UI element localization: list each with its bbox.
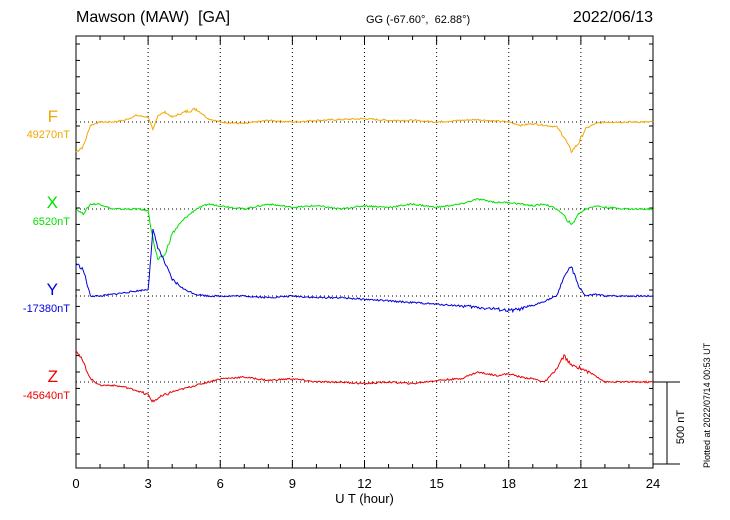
plotted-timestamp: Plotted at 2022/07/14 00:53 UT <box>702 342 712 468</box>
baseline-value-x: 6520nT <box>32 216 70 228</box>
x-tick-label: 12 <box>357 476 371 491</box>
component-label-f: F <box>47 107 58 126</box>
component-label-y: Y <box>46 280 58 299</box>
x-tick-label: 0 <box>72 476 79 491</box>
baseline-value-f: 49270nT <box>26 129 70 141</box>
station-coordinates: GG (-67.60°, 62.88°) <box>366 14 471 26</box>
series-line-x <box>76 197 654 260</box>
scale-bar-label: 500 nT <box>675 410 687 445</box>
component-label-x: X <box>46 193 58 212</box>
baseline-value-y: -17380nT <box>22 303 70 315</box>
x-tick-label: 24 <box>646 476 660 491</box>
x-tick-label: 9 <box>289 476 296 491</box>
series-line-f <box>75 107 654 154</box>
station-title: Mawson (MAW) [GA] <box>76 9 231 26</box>
x-tick-label: 6 <box>217 476 224 491</box>
x-axis-label: U T (hour) <box>335 491 394 506</box>
component-label-z: Z <box>47 367 58 386</box>
x-tick-label: 18 <box>502 476 516 491</box>
series-line-z <box>75 350 654 403</box>
x-tick-label: 21 <box>574 476 588 491</box>
baseline-value-z: -45640nT <box>22 390 70 402</box>
plot-date: 2022/06/13 <box>572 9 653 26</box>
x-tick-label: 15 <box>429 476 443 491</box>
series-line-y <box>75 228 654 314</box>
x-tick-label: 3 <box>145 476 152 491</box>
